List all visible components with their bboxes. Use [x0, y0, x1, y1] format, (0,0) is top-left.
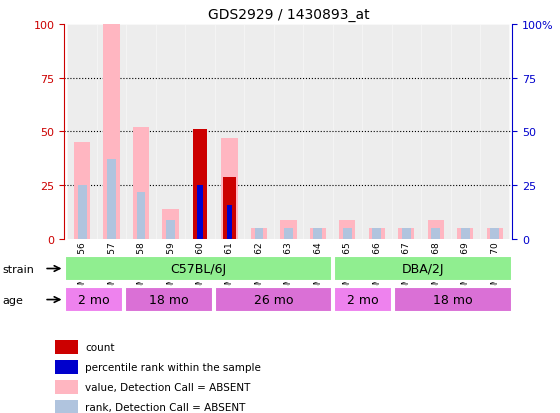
FancyBboxPatch shape [334, 256, 511, 282]
Bar [55, 400, 77, 413]
Bar [480, 25, 510, 240]
Bar [74, 143, 90, 240]
Bar [491, 229, 499, 240]
Text: strain: strain [3, 264, 35, 274]
FancyBboxPatch shape [394, 287, 511, 313]
Title: GDS2929 / 1430893_at: GDS2929 / 1430893_at [208, 8, 369, 22]
Bar [333, 25, 362, 240]
Bar [225, 197, 234, 240]
Text: rank, Detection Call = ABSENT: rank, Detection Call = ABSENT [85, 402, 245, 412]
Bar [398, 229, 414, 240]
Bar [254, 229, 263, 240]
Bar [284, 229, 293, 240]
Bar [55, 340, 77, 354]
Bar [97, 25, 127, 240]
Bar [197, 186, 203, 240]
Bar [450, 25, 480, 240]
Bar [281, 220, 296, 240]
Bar [461, 229, 470, 240]
Bar [421, 25, 450, 240]
FancyBboxPatch shape [66, 256, 332, 282]
Bar [223, 177, 236, 240]
Bar [214, 25, 244, 240]
Bar [78, 186, 86, 240]
Bar [221, 139, 237, 240]
Bar [55, 380, 77, 394]
Bar [372, 229, 381, 240]
Text: value, Detection Call = ABSENT: value, Detection Call = ABSENT [85, 382, 250, 392]
Bar [339, 220, 356, 240]
Text: count: count [85, 342, 115, 352]
Bar [107, 160, 116, 240]
Text: 2 mo: 2 mo [78, 293, 110, 306]
Bar [428, 220, 444, 240]
Text: 2 mo: 2 mo [347, 293, 379, 306]
Text: DBA/2J: DBA/2J [402, 262, 444, 275]
Text: age: age [3, 295, 24, 305]
FancyBboxPatch shape [66, 287, 123, 313]
Bar [274, 25, 303, 240]
Bar [402, 229, 410, 240]
Bar [162, 209, 179, 240]
FancyBboxPatch shape [214, 287, 332, 313]
Bar [127, 25, 156, 240]
Bar [391, 25, 421, 240]
Bar [251, 229, 267, 240]
Text: percentile rank within the sample: percentile rank within the sample [85, 362, 261, 372]
Bar [137, 192, 146, 240]
Bar [227, 205, 232, 240]
Bar [310, 229, 326, 240]
Bar [55, 360, 77, 374]
Bar [314, 229, 323, 240]
Bar [67, 25, 97, 240]
Bar [431, 229, 440, 240]
Bar [343, 229, 352, 240]
Text: 18 mo: 18 mo [149, 293, 189, 306]
Bar [244, 25, 274, 240]
Text: C57BL/6J: C57BL/6J [171, 262, 227, 275]
FancyBboxPatch shape [334, 287, 392, 313]
Bar [362, 25, 391, 240]
Bar [487, 229, 503, 240]
Bar [457, 229, 473, 240]
Text: 18 mo: 18 mo [433, 293, 473, 306]
Bar [368, 229, 385, 240]
Bar [185, 25, 214, 240]
Bar [166, 220, 175, 240]
Bar [156, 25, 185, 240]
FancyBboxPatch shape [125, 287, 213, 313]
Bar [104, 25, 120, 240]
Bar [133, 128, 149, 240]
Bar [193, 130, 207, 240]
Bar [303, 25, 333, 240]
Text: 26 mo: 26 mo [254, 293, 293, 306]
